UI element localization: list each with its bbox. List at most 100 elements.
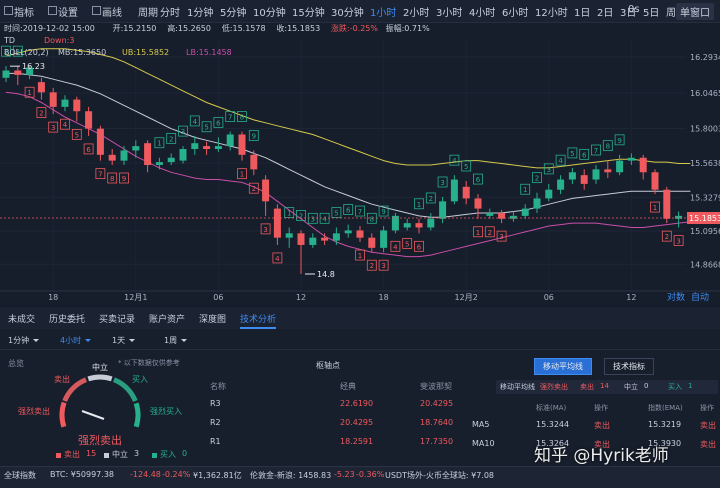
- tab[interactable]: 买卖记录: [99, 315, 136, 325]
- toolbar-tool[interactable]: 指标: [14, 8, 34, 19]
- indicator-name: BOLL(20,2): [4, 48, 49, 57]
- x-tick-label: 12月2: [455, 293, 478, 302]
- interval-select[interactable]: 4小时: [60, 336, 82, 345]
- td-box: [579, 148, 590, 160]
- candle-body: [191, 143, 199, 150]
- interval-select[interactable]: 1天: [112, 336, 126, 345]
- candle-body: [356, 230, 364, 238]
- ohlc-info: 时间:2019-12-02 15:00: [4, 24, 95, 33]
- ma-summary-result: 强烈卖出: [540, 383, 568, 391]
- status-item: -124.48: [130, 470, 161, 479]
- candle-body: [403, 223, 411, 228]
- interval-select[interactable]: 1周: [164, 336, 178, 345]
- period-option[interactable]: 1日: [574, 8, 591, 19]
- gauge-strong-sell: 强烈卖出: [18, 407, 50, 416]
- candle-body: [568, 172, 576, 180]
- period-option[interactable]: 12小时: [535, 8, 568, 19]
- tab[interactable]: 深度图: [199, 315, 227, 325]
- td-count: 1: [358, 252, 362, 260]
- td-box: [378, 259, 389, 271]
- dropdown-caret: [84, 339, 91, 342]
- period-option[interactable]: 2日: [597, 8, 614, 19]
- period-option[interactable]: 10分钟: [253, 8, 286, 19]
- period-option[interactable]: 1小时: [370, 8, 397, 19]
- seconds[interactable]: 0s: [628, 4, 640, 15]
- gauge-strong-buy: 强烈买入: [150, 407, 182, 416]
- x-tick-label: 12: [626, 293, 636, 302]
- y-tick-label: 16.0465: [690, 89, 720, 98]
- tab[interactable]: 历史委托: [49, 315, 86, 325]
- overview-note: * 以下数据仅供参考: [118, 359, 180, 367]
- ma-header: 操作: [700, 404, 714, 412]
- period-option[interactable]: 30分钟: [331, 8, 364, 19]
- gauge-segment: [62, 377, 88, 403]
- td-box: [24, 86, 35, 98]
- tab[interactable]: 技术分析: [240, 312, 277, 329]
- period-option[interactable]: 1分钟: [187, 8, 214, 19]
- ma-button[interactable]: 移动平均线: [534, 358, 592, 375]
- period-option[interactable]: 周K: [666, 8, 683, 19]
- td-box: [378, 205, 389, 217]
- boll-line: [6, 72, 691, 218]
- candle-body: [486, 212, 494, 216]
- candle-body: [96, 128, 104, 155]
- ma-count-label: 卖出: [580, 383, 594, 391]
- toolbar-tool[interactable]: 设置: [58, 8, 78, 19]
- ma-count-label: 中立: [624, 383, 638, 391]
- candle-body: [26, 67, 34, 75]
- ma-header: 指数(EMA): [648, 404, 683, 412]
- pivot-cell: 17.7350: [420, 437, 454, 446]
- period-option[interactable]: 2小时: [403, 8, 430, 19]
- candle-body: [533, 198, 541, 209]
- period-option[interactable]: 5日: [643, 8, 660, 19]
- td-box: [591, 144, 601, 156]
- candle-body: [73, 99, 81, 112]
- td-count: 8: [370, 215, 374, 223]
- ohlc-info: 低:15.1578: [221, 24, 266, 33]
- td-box: [213, 116, 224, 128]
- count-label: 中立: [112, 450, 128, 459]
- toolbar-tool[interactable]: 画线: [102, 8, 122, 19]
- td-box: [12, 45, 23, 57]
- candle-body: [627, 157, 635, 161]
- td-count: 3: [51, 124, 55, 132]
- td-box: [296, 210, 306, 221]
- legend-entry: MB:15.3650: [58, 48, 107, 57]
- tab[interactable]: 未成交: [8, 315, 36, 325]
- td-count: 1: [523, 186, 527, 194]
- ma-count-value: 0: [644, 382, 649, 390]
- candle-body: [14, 70, 22, 75]
- status-bar: [0, 466, 720, 488]
- td-box: [237, 111, 247, 122]
- tab[interactable]: 账户资产: [149, 315, 186, 325]
- period-option[interactable]: 3小时: [436, 8, 463, 19]
- td-box: [414, 240, 424, 252]
- period-option[interactable]: 3日: [620, 8, 637, 19]
- period-option[interactable]: 15分钟: [292, 8, 325, 19]
- separator: [0, 349, 720, 350]
- td-count: 4: [393, 243, 398, 251]
- ma-button[interactable]: 技术指标: [604, 358, 654, 375]
- candle-body: [226, 134, 234, 147]
- gauge-segment: [59, 401, 67, 428]
- td-box: [673, 235, 684, 246]
- axis-mode: 对数: [667, 291, 685, 303]
- x-tick-label: 06: [213, 293, 223, 302]
- period-option[interactable]: 6小时: [502, 8, 529, 19]
- ma-cell: 卖出: [594, 440, 610, 449]
- window-mode[interactable]: 单窗口: [676, 3, 714, 20]
- period-option[interactable]: 4小时: [469, 8, 496, 19]
- period-option[interactable]: 分时: [160, 8, 180, 19]
- period-option[interactable]: 5分钟: [220, 8, 247, 19]
- candle-body: [49, 92, 57, 107]
- gauge-sell: 卖出: [54, 375, 70, 384]
- td-count: 2: [4, 48, 8, 56]
- td-count: 6: [476, 176, 481, 184]
- td-count: 5: [464, 163, 468, 171]
- pivot-cell: 20.4295: [420, 399, 454, 408]
- dropdown-caret: [128, 339, 135, 342]
- td-box: [567, 147, 578, 159]
- interval-select[interactable]: 1分钟: [8, 336, 30, 345]
- count-value: 15: [86, 449, 97, 458]
